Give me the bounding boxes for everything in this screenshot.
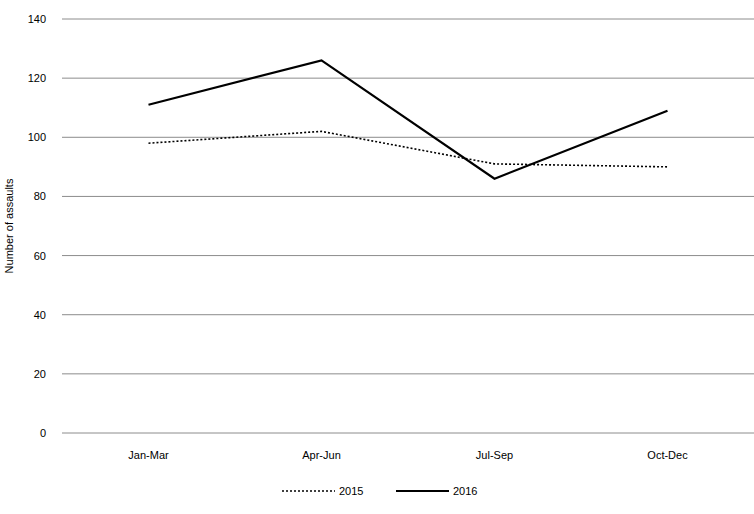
x-tick-label: Apr-Jun	[302, 449, 341, 461]
grid-line	[62, 373, 754, 374]
y-axis-line	[62, 19, 63, 433]
y-tick-label: 140	[28, 13, 46, 25]
chart-container: 0 20 40 60 80 100 120 140 Jan-Mar Apr-Jun Jul-Sep O…	[0, 0, 754, 514]
x-tick-label: Jan-Mar	[128, 449, 169, 461]
plot-area	[149, 60, 668, 178]
grid-line	[62, 433, 754, 434]
y-tick-label: 40	[34, 309, 46, 321]
legend-swatch	[282, 490, 335, 492]
grid-line	[62, 314, 754, 315]
grid-line	[62, 19, 754, 20]
legend-label: 2016	[453, 485, 477, 497]
chart-svg: 0 20 40 60 80 100 120 140 Jan-Mar Apr-Jun Jul-Sep O…	[0, 0, 754, 514]
legend-label: 2015	[339, 485, 363, 497]
y-tick-label: 0	[40, 427, 46, 439]
legend-swatch	[396, 490, 449, 492]
x-tick-label: Jul-Sep	[476, 449, 513, 461]
grid-line	[62, 196, 754, 197]
series-line	[149, 60, 668, 178]
grid-line	[62, 78, 754, 79]
y-tick-label: 120	[28, 72, 46, 84]
y-axis-label: Number of assaults	[3, 178, 15, 273]
background	[0, 0, 754, 514]
y-tick-label: 80	[34, 190, 46, 202]
y-tick-label: 60	[34, 250, 46, 262]
grid-line	[62, 255, 754, 256]
series-line	[149, 131, 668, 166]
y-tick-label: 100	[28, 131, 46, 143]
legend: 2015 2016	[282, 485, 477, 497]
x-tick-label: Oct-Dec	[647, 449, 688, 461]
y-tick-label: 20	[34, 368, 46, 380]
grid-line	[62, 137, 754, 138]
